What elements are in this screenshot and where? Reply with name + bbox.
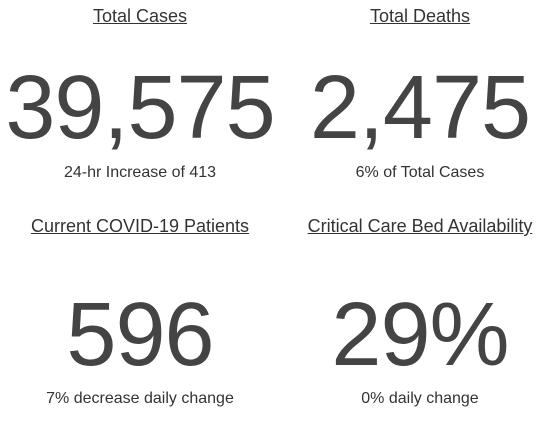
card-note: 0% daily change (361, 390, 479, 407)
card-note: 24-hr Increase of 413 (63, 164, 217, 181)
card-note: 6% of Total Cases (355, 164, 485, 181)
card-title: Total Cases (92, 6, 188, 26)
kpi-card: Total Deaths 2,475 6% of Total Cases (280, 0, 560, 210)
card-title: Total Deaths (369, 6, 471, 26)
kpi-card: Critical Care Bed Availability 29% 0% da… (280, 210, 560, 420)
card-title: Critical Care Bed Availability (307, 216, 533, 236)
card-value: 29% (331, 285, 509, 385)
card-value: 2,475 (309, 58, 531, 158)
kpi-card: Total Cases 39,575 24-hr Increase of 413 (0, 0, 280, 210)
card-value: 596 (66, 285, 214, 385)
kpi-card: Current COVID-19 Patients 596 7% decreas… (0, 210, 280, 420)
card-note: 7% decrease daily change (46, 390, 234, 407)
card-value: 39,575 (5, 58, 275, 158)
card-title: Current COVID-19 Patients (30, 216, 250, 236)
